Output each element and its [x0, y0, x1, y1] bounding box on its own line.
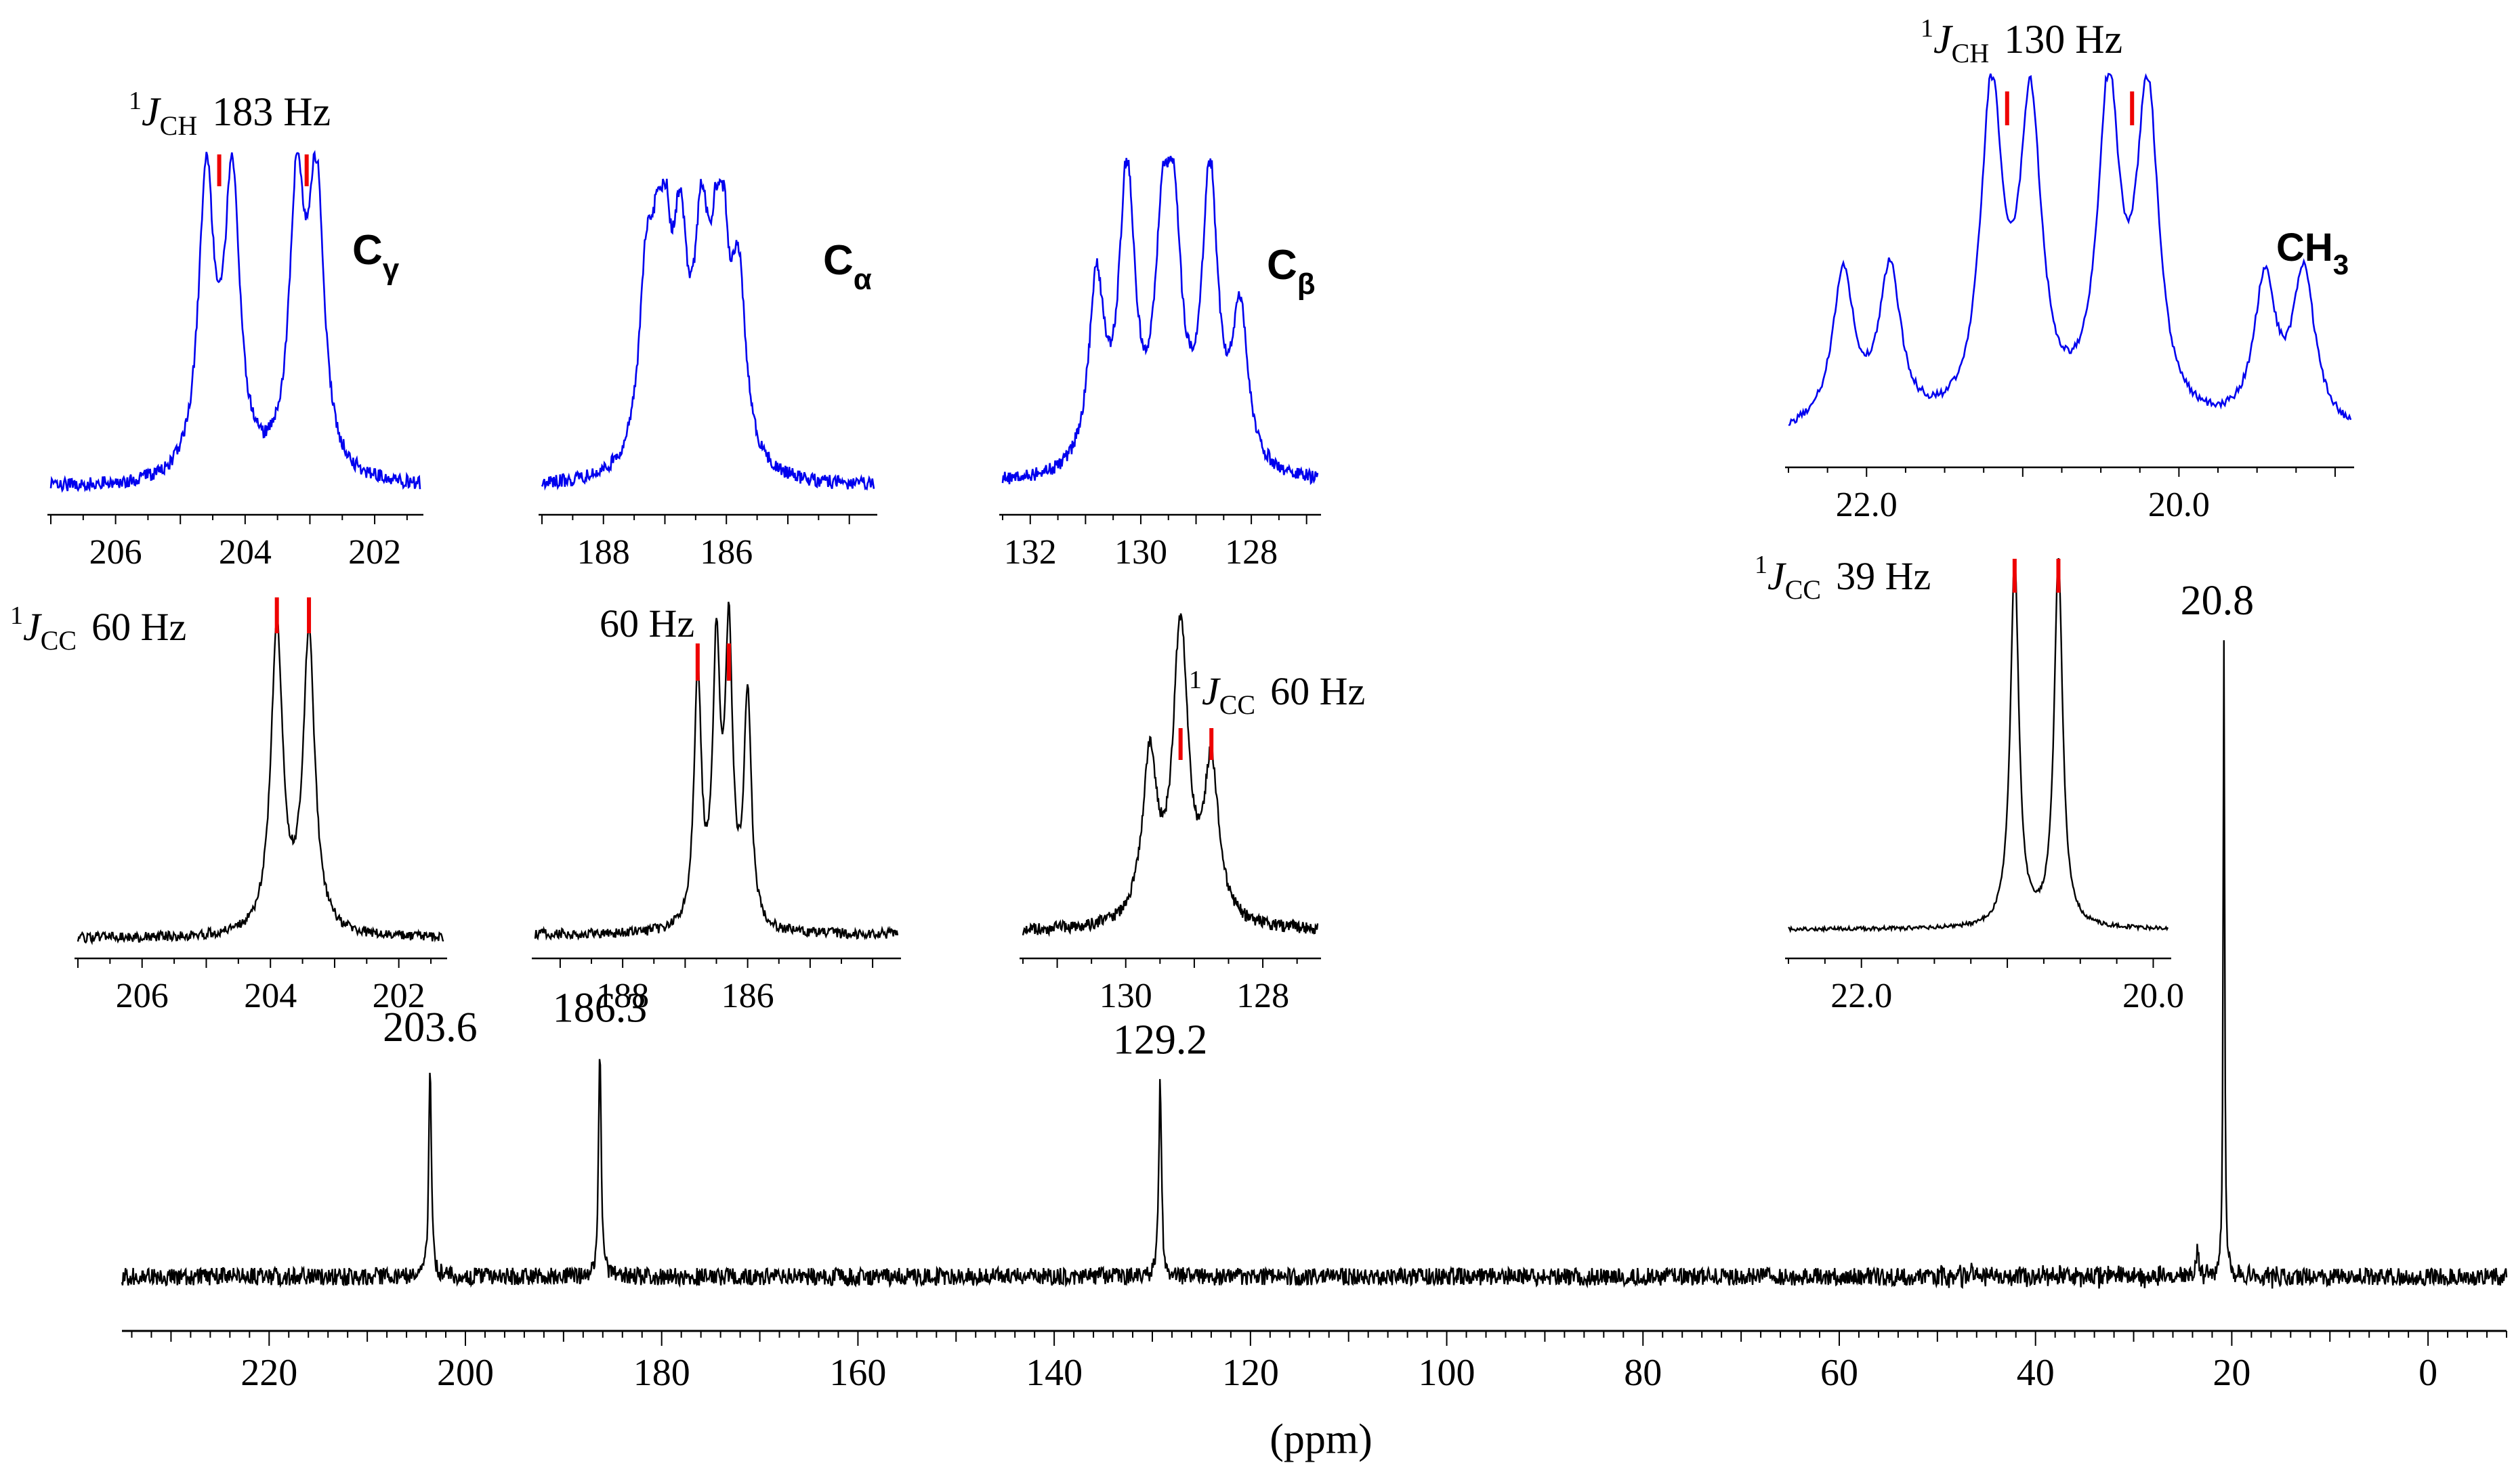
inset-c-beta-coupled-trace	[1001, 156, 1319, 486]
main-spectrum: 220 200 180 160 140 120 100 80 60 40 20 0 (ppm) 203…	[121, 578, 2508, 1462]
inset-c-gamma-decoupled-axis: 206 204 202	[75, 957, 447, 1015]
inset-tick-label: 20.0	[2148, 486, 2210, 524]
group-label-c-beta: Cβ	[1267, 242, 1316, 301]
inset-c-gamma-decoupled-trace	[77, 616, 444, 946]
inset-tick-label: 204	[219, 533, 272, 572]
peak-label-203-6: 203.6	[383, 1004, 478, 1051]
coupling-label-jcc-60-beta: 1JCC 60 Hz	[1189, 666, 1365, 720]
inset-c-gamma-coupled-markers	[217, 154, 309, 186]
coupling-label-jcc-39: 1JCC 39 Hz	[1755, 551, 1931, 605]
inset-ch3-decoupled-trace	[1788, 558, 2169, 934]
peak-label-129-2: 129.2	[1113, 1017, 1208, 1063]
inset-ch3-decoupled-axis: 22.0 20.0	[1785, 957, 2184, 1015]
inset-c-beta-coupled-axis: 132 130 128	[999, 513, 1321, 572]
inset-tick-label: 20.0	[2122, 977, 2184, 1015]
inset-tick-label: 206	[116, 977, 169, 1015]
inset-c-gamma-coupled-trace	[49, 150, 421, 493]
inset-ch3-coupled-markers	[2005, 91, 2135, 125]
inset-c-alpha-coupled-trace	[541, 177, 875, 491]
inset-ch3-decoupled-markers	[2012, 559, 2061, 593]
inset-c-alpha-coupled-axis: 188 186	[539, 513, 877, 572]
main-spectrum-trace	[121, 640, 2508, 1290]
inset-tick-label: 186	[700, 533, 753, 572]
coupling-label-jch-130: 1JCH 130 Hz	[1921, 14, 2122, 68]
inset-tick-label: 132	[1004, 533, 1057, 572]
main-tick-label: 120	[1222, 1352, 1279, 1394]
main-tick-label: 80	[1624, 1352, 1662, 1394]
inset-c-beta-decoupled-trace	[1022, 613, 1319, 937]
coupling-label-jcc-60-gamma: 1JCC 60 Hz	[10, 601, 186, 656]
inset-c-alpha-decoupled: 188 186 60 Hz	[532, 601, 901, 1015]
main-x-axis-label: (ppm)	[1270, 1416, 1373, 1462]
inset-tick-label: 22.0	[1836, 486, 1898, 524]
inset-c-alpha-coupled: 188 186 Cα	[539, 177, 877, 572]
inset-ch3-decoupled: 22.0 20.0 1JCC 39 Hz	[1755, 551, 2184, 1015]
inset-tick-label: 22.0	[1830, 977, 1892, 1015]
main-tick-label: 60	[1820, 1352, 1858, 1394]
inset-tick-label: 204	[244, 977, 297, 1015]
inset-c-beta-decoupled: 130 128 1JCC 60 Hz	[1020, 613, 1365, 1015]
inset-tick-label: 130	[1099, 977, 1152, 1015]
inset-c-alpha-decoupled-axis: 188 186	[532, 957, 901, 1015]
group-label-ch3: CH3	[2276, 226, 2349, 280]
inset-tick-label: 128	[1236, 977, 1289, 1015]
main-tick-label: 200	[437, 1352, 494, 1394]
inset-c-gamma-decoupled: 206 204 202 1JCC 60 Hz	[10, 597, 447, 1015]
inset-tick-label: 130	[1114, 533, 1167, 572]
inset-c-alpha-decoupled-trace	[534, 601, 899, 941]
main-tick-label: 0	[2418, 1352, 2437, 1394]
group-label-c-gamma: Cγ	[352, 227, 400, 286]
group-label-c-alpha: Cα	[823, 237, 872, 296]
inset-c-gamma-coupled-axis: 206 204 202	[47, 513, 423, 572]
inset-ch3-coupled-axis: 22.0 20.0	[1785, 466, 2354, 524]
inset-ch3-coupled-trace	[1788, 72, 2352, 426]
inset-ch3-coupled: 22.0 20.0 1JCH 130 Hz CH3	[1785, 14, 2354, 524]
main-tick-label: 100	[1419, 1352, 1475, 1394]
inset-tick-label: 186	[721, 977, 774, 1015]
main-x-axis: 220 200 180 160 140 120 100 80 60 40 20 0	[122, 1330, 2507, 1394]
peak-label-20-8: 20.8	[2181, 578, 2255, 624]
peak-label-186-3: 186.3	[553, 985, 648, 1032]
main-tick-label: 160	[829, 1352, 886, 1394]
main-tick-label: 140	[1026, 1352, 1083, 1394]
inset-tick-label: 202	[373, 977, 425, 1015]
inset-c-gamma-decoupled-markers	[274, 597, 312, 633]
inset-tick-label: 188	[577, 533, 630, 572]
main-tick-label: 180	[633, 1352, 690, 1394]
inset-c-beta-decoupled-markers	[1178, 728, 1214, 760]
inset-tick-label: 206	[89, 533, 142, 572]
inset-tick-label: 188	[596, 977, 649, 1015]
inset-tick-label: 128	[1225, 533, 1278, 572]
inset-tick-label: 202	[348, 533, 401, 572]
inset-c-gamma-coupled: 206 204 202 1JCH 183 Hz Cγ	[47, 87, 423, 572]
coupling-label-jch-183: 1JCH 183 Hz	[129, 87, 331, 141]
inset-c-alpha-decoupled-markers	[695, 643, 731, 681]
inset-c-beta-coupled: 132 130 128 Cβ	[999, 156, 1321, 572]
main-tick-label: 40	[2017, 1352, 2055, 1394]
main-tick-label: 220	[240, 1352, 297, 1394]
coupling-label-60-alpha: 60 Hz	[600, 601, 694, 645]
inset-c-beta-decoupled-axis: 130 128	[1020, 957, 1321, 1015]
main-tick-label: 20	[2213, 1352, 2250, 1394]
